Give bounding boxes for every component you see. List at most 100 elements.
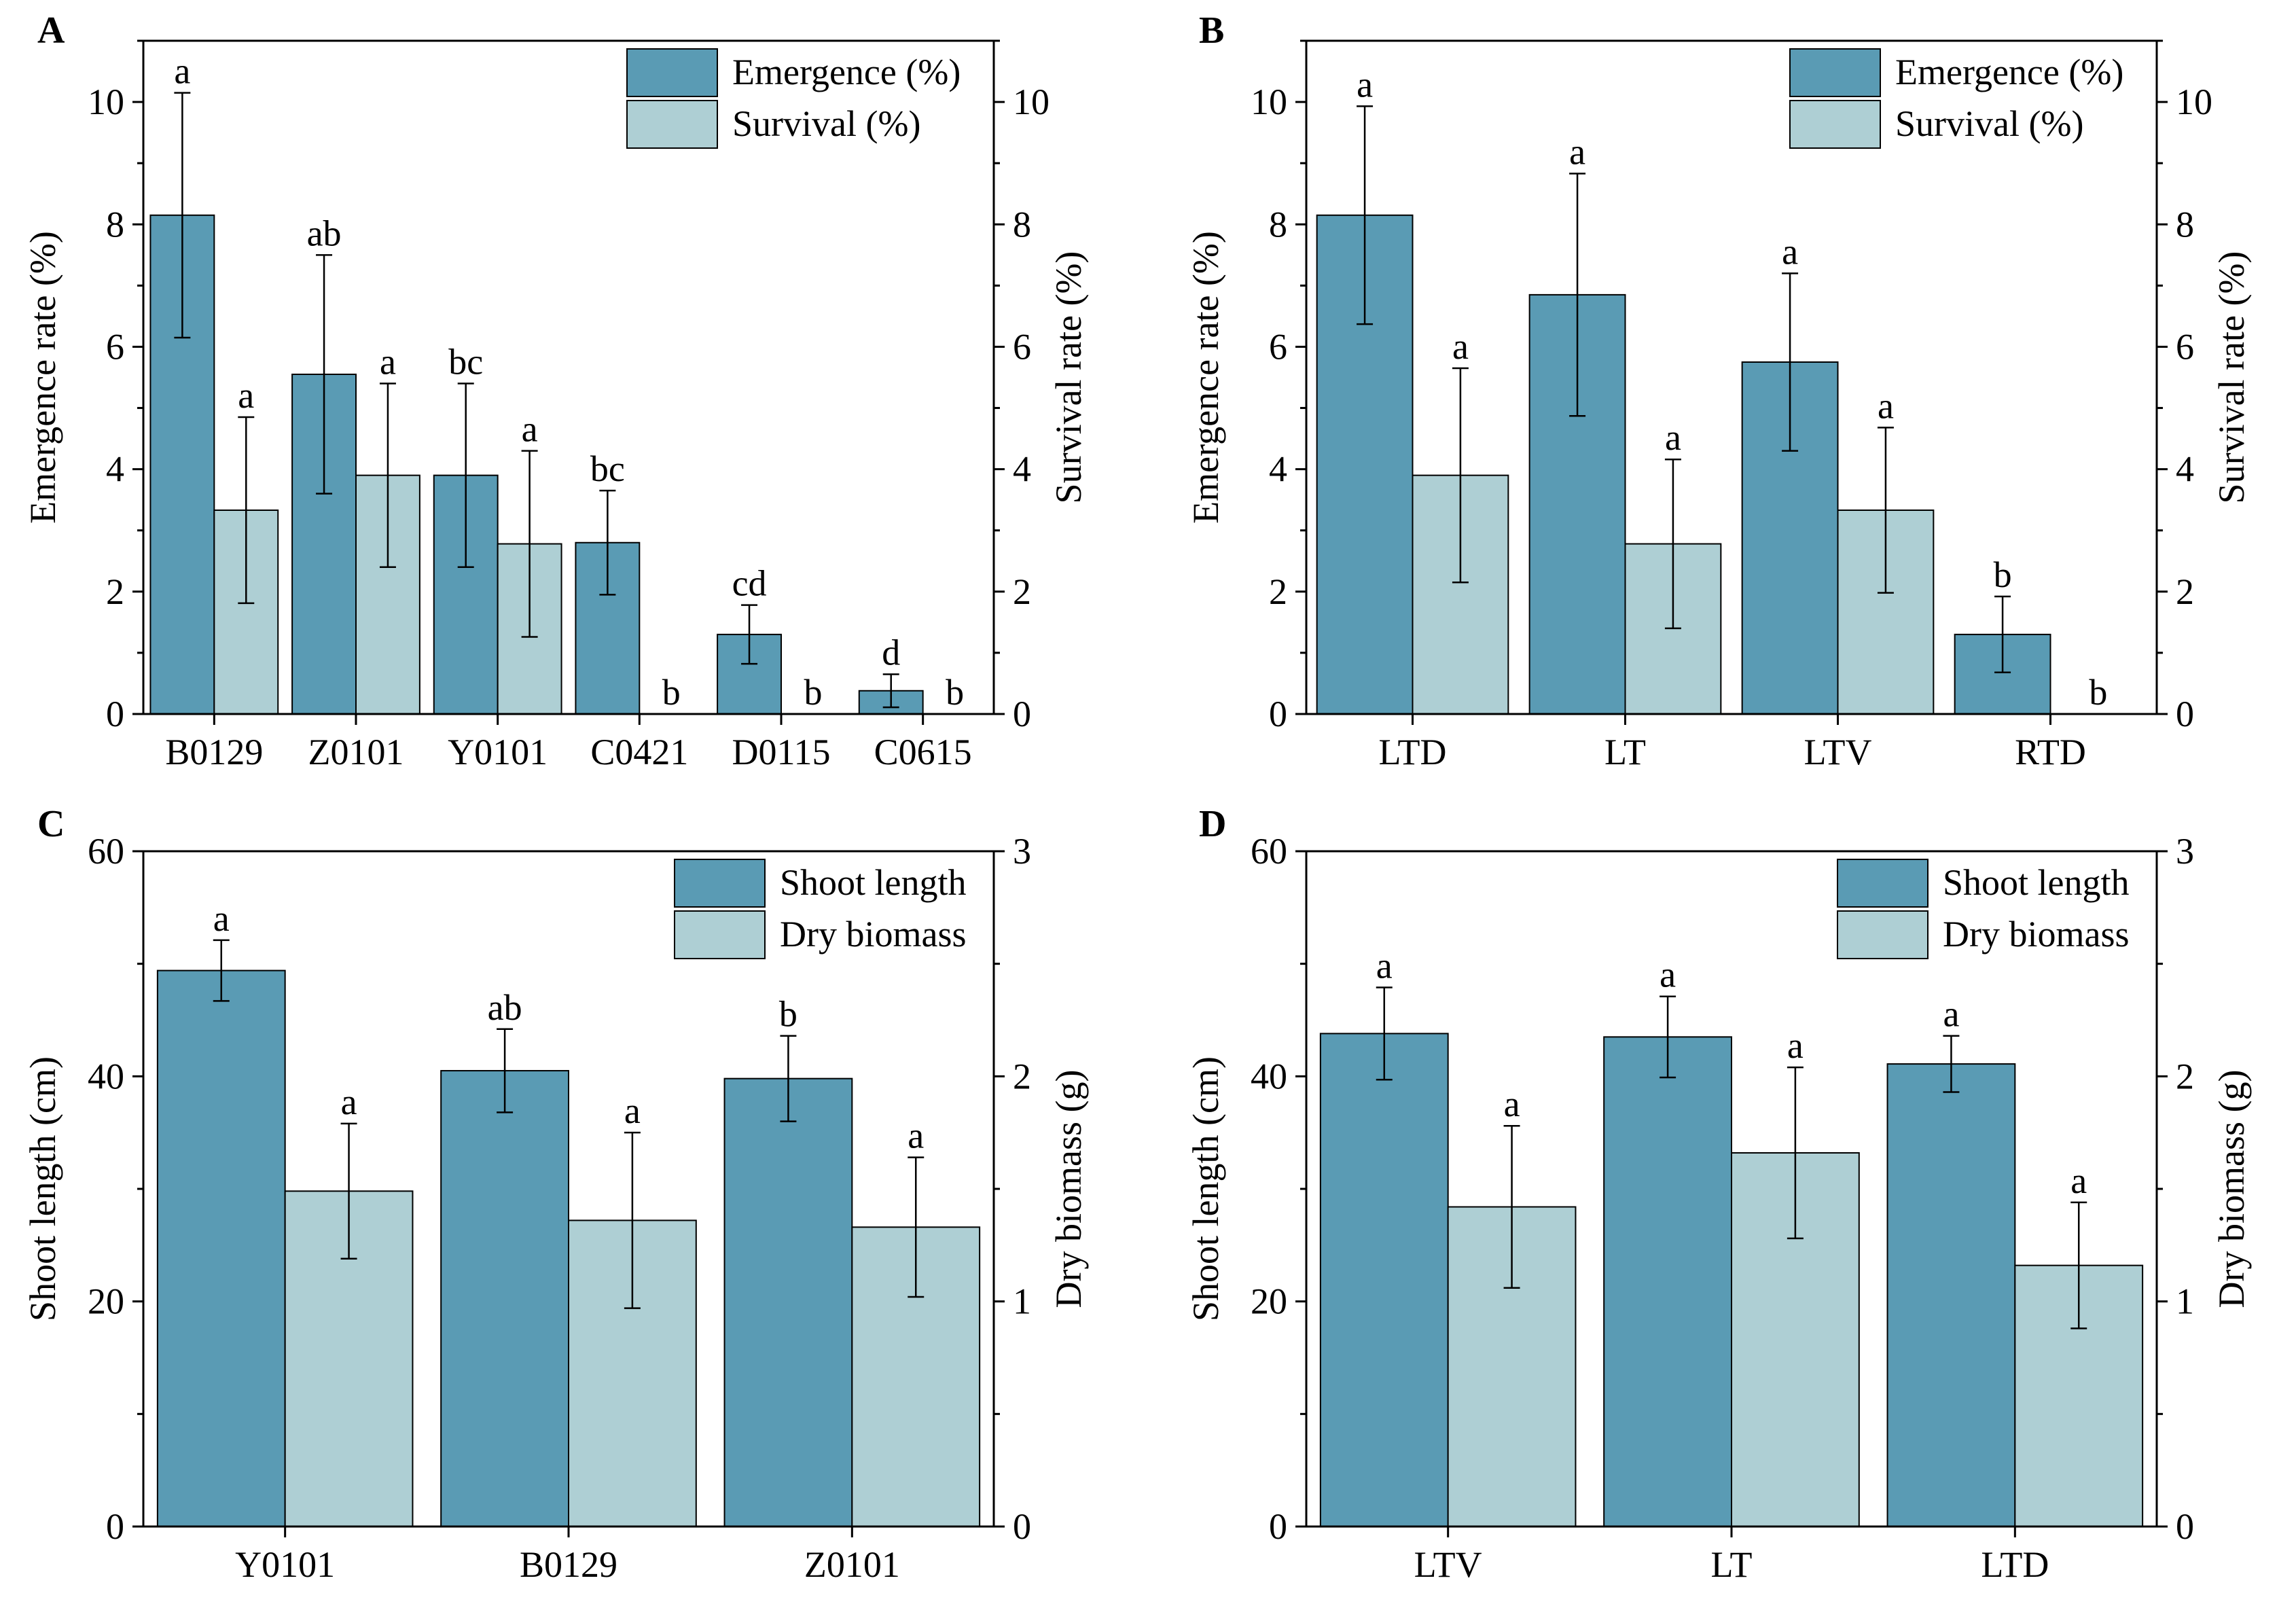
legend-swatch bbox=[1837, 859, 1929, 908]
legend-label: Emergence (%) bbox=[1895, 52, 2123, 92]
significance-letter: a bbox=[2070, 1160, 2087, 1201]
x-tick-label: LTD bbox=[1981, 1544, 2049, 1585]
y-tick-label-left: 0 bbox=[106, 694, 124, 734]
y-tick-label-right: 0 bbox=[1013, 694, 1031, 734]
bars bbox=[149, 214, 924, 715]
significance-letter: a bbox=[213, 898, 230, 939]
x-tick-label: B0129 bbox=[520, 1544, 617, 1585]
significance-letter: b bbox=[779, 994, 797, 1035]
legend-swatch bbox=[674, 859, 766, 908]
y-tick-label-right: 4 bbox=[1013, 449, 1031, 490]
significance-letter: b bbox=[2089, 672, 2107, 713]
y-tick-label-left: 60 bbox=[1251, 831, 1287, 872]
significance-letter: b bbox=[662, 672, 681, 713]
y-axis-title-right: Dry biomass (g) bbox=[2211, 1070, 2252, 1308]
legend-swatch bbox=[1837, 910, 1929, 959]
bar-primary bbox=[440, 1070, 570, 1528]
y-tick-label-left: 2 bbox=[106, 571, 124, 612]
y-tick-label-left: 0 bbox=[1269, 1506, 1287, 1547]
y-tick-label-left: 20 bbox=[88, 1281, 124, 1322]
y-tick-label-right: 2 bbox=[2176, 1056, 2194, 1096]
y-tick-label-left: 0 bbox=[106, 1506, 124, 1547]
significance-letter: a bbox=[1376, 945, 1393, 986]
x-tick-label: Y0101 bbox=[448, 732, 548, 772]
y-axis-title-left: Emergence rate (%) bbox=[1185, 231, 1226, 524]
axes: 0 0 2 2 4 4 6 6 8 8 10 10 LTD LT LTV RTD Emergence rate … bbox=[1185, 39, 2252, 772]
y-tick-label-left: 40 bbox=[88, 1056, 124, 1096]
y-tick-label-right: 8 bbox=[2176, 204, 2194, 245]
panel-label: B bbox=[1199, 10, 1224, 52]
legend-swatch bbox=[626, 100, 718, 149]
y-tick-label-right: 6 bbox=[1013, 326, 1031, 367]
y-tick-label-left: 8 bbox=[106, 204, 124, 245]
significance-letter: b bbox=[804, 672, 822, 713]
significance-letter: a bbox=[341, 1082, 357, 1122]
y-tick-label-left: 6 bbox=[1269, 326, 1287, 367]
y-axis-title-left: Shoot length (cm) bbox=[1185, 1056, 1226, 1321]
axes: 0 0 20 1 40 2 60 3 Y0101 B0129 Z0101 Shoot length (… bbox=[22, 831, 1089, 1585]
x-tick-label: RTD bbox=[2015, 732, 2086, 772]
bars bbox=[1316, 214, 2051, 715]
bar-primary bbox=[1886, 1063, 2016, 1527]
significance-letter: d bbox=[882, 632, 900, 673]
significance-letters: a a a b a a a b bbox=[1357, 64, 2107, 713]
significance-letter: ab bbox=[488, 987, 522, 1028]
significance-letter: a bbox=[1665, 417, 1681, 458]
y-tick-label-left: 6 bbox=[106, 326, 124, 367]
legend: Emergence (%) Survival (%) bbox=[626, 48, 961, 149]
significance-letter: a bbox=[1504, 1084, 1520, 1124]
significance-letter: a bbox=[1452, 326, 1469, 367]
significance-letter: a bbox=[1569, 131, 1585, 172]
legend-swatch bbox=[674, 910, 766, 959]
legend: Shoot length Dry biomass bbox=[1837, 859, 2130, 959]
plot-frame bbox=[1305, 39, 2158, 715]
y-tick-label-left: 0 bbox=[1269, 694, 1287, 734]
y-tick-label-right: 10 bbox=[2176, 82, 2212, 122]
y-axis-title-right: Survival rate (%) bbox=[1048, 251, 1089, 504]
axes: 0 0 2 2 4 4 6 6 8 8 10 10 B0129 Z0101 Y0101 C0421 D0115 C… bbox=[22, 39, 1089, 772]
x-tick-label: C0615 bbox=[874, 732, 972, 772]
legend-label: Shoot length bbox=[780, 862, 967, 903]
panel-d: Da a a a a a 0 0 20 1 40 2 60 3 LTV LT LTD Shoot length (… bbox=[1185, 803, 2252, 1585]
bar-primary bbox=[1319, 1033, 1449, 1527]
x-tick-label: Y0101 bbox=[235, 1544, 335, 1585]
y-axis-title-left: Shoot length (cm) bbox=[22, 1056, 63, 1321]
y-tick-label-left: 10 bbox=[88, 82, 124, 122]
legend-label: Dry biomass bbox=[780, 914, 966, 954]
significance-letter: a bbox=[174, 51, 190, 92]
y-tick-label-right: 0 bbox=[1013, 1506, 1031, 1547]
significance-letter: ab bbox=[307, 213, 342, 253]
y-tick-label-right: 4 bbox=[2176, 449, 2194, 490]
x-tick-label: LTV bbox=[1414, 1544, 1482, 1585]
axes: 0 0 20 1 40 2 60 3 LTV LT LTD Shoot length (cm) Dry … bbox=[1185, 831, 2252, 1585]
x-tick-label: C0421 bbox=[590, 732, 688, 772]
legend-label: Dry biomass bbox=[1943, 914, 2129, 954]
x-tick-label: D0115 bbox=[732, 732, 831, 772]
x-tick-label: Z0101 bbox=[308, 732, 404, 772]
bar-primary bbox=[1603, 1036, 1732, 1527]
legend: Emergence (%) Survival (%) bbox=[1789, 48, 2123, 149]
legend-swatch bbox=[1789, 100, 1881, 149]
y-tick-label-right: 8 bbox=[1013, 204, 1031, 245]
y-tick-label-left: 2 bbox=[1269, 571, 1287, 612]
y-axis-title-left: Emergence rate (%) bbox=[22, 231, 63, 524]
error-bars bbox=[174, 92, 899, 709]
significance-letter: b bbox=[946, 672, 964, 713]
significance-letter: bc bbox=[448, 342, 483, 382]
error-bars bbox=[213, 939, 925, 1309]
legend-label: Survival (%) bbox=[732, 103, 920, 144]
y-tick-label-right: 2 bbox=[2176, 571, 2194, 612]
bar-primary bbox=[156, 969, 286, 1527]
significance-letters: a a a a a a bbox=[1376, 945, 2087, 1200]
legend-label: Survival (%) bbox=[1895, 103, 2083, 144]
significance-letter: a bbox=[1787, 1025, 1804, 1066]
y-tick-label-right: 2 bbox=[1013, 571, 1031, 612]
y-tick-label-right: 1 bbox=[2176, 1281, 2194, 1322]
legend-label: Shoot length bbox=[1943, 862, 2130, 903]
y-tick-label-left: 10 bbox=[1251, 82, 1287, 122]
y-tick-label-right: 3 bbox=[1013, 831, 1031, 872]
significance-letter: b bbox=[1994, 554, 2012, 595]
